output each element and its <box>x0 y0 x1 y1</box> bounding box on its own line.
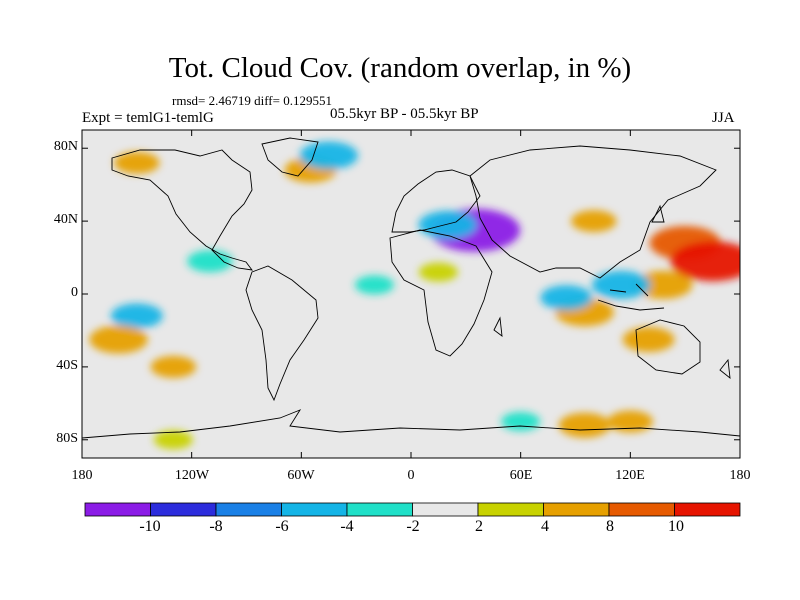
anomaly-blob <box>570 210 617 233</box>
colorbar <box>84 502 741 517</box>
colorbar-segment <box>215 502 282 517</box>
lon-label: 0 <box>407 468 415 483</box>
anomaly-blob <box>558 412 611 438</box>
anomaly-field <box>89 141 740 450</box>
colorbar-segment <box>150 502 217 517</box>
anomaly-blob <box>501 412 541 432</box>
lon-label: 60E <box>509 468 533 483</box>
lon-label: 120W <box>174 468 210 483</box>
lon-label: 180 <box>729 468 751 483</box>
coast-asia <box>469 145 717 279</box>
anomaly-blob <box>187 250 233 273</box>
plot-title: Tot. Cloud Cov. (random overlap, in %) <box>168 52 632 84</box>
colorbar-segment <box>543 502 610 517</box>
coast-australia <box>635 319 701 375</box>
coast-africa <box>389 229 493 357</box>
coast-indonesia <box>597 283 665 311</box>
colorbar-segment <box>84 502 151 517</box>
colorbar-segment <box>608 502 675 517</box>
colorbar-label: -6 <box>275 518 289 535</box>
colorbar-label: 8 <box>606 518 614 535</box>
coast-north-america <box>111 149 254 271</box>
anomaly-blob <box>150 355 197 378</box>
anomaly-blob <box>299 141 358 170</box>
season-label: JJA <box>712 110 735 126</box>
coast-islands <box>493 204 731 380</box>
lat-label: 40S <box>56 358 78 373</box>
colorbar-segment <box>281 502 348 517</box>
stats-label: rmsd= 2.46719 diff= 0.129551 <box>172 93 332 108</box>
lon-label: 120E <box>615 468 645 483</box>
colorbar-label: -10 <box>139 518 161 535</box>
experiment-label: Expt = temlG1-temlG <box>82 110 214 126</box>
anomaly-blob <box>153 430 193 450</box>
anomaly-blob <box>114 151 160 174</box>
anomaly-blob <box>418 210 477 239</box>
period-label: 05.5kyr BP - 05.5kyr BP <box>330 106 479 122</box>
anomaly-blob <box>591 270 651 299</box>
anomaly-blob <box>354 275 395 295</box>
coastlines <box>82 137 740 439</box>
colorbar-label: 4 <box>541 518 549 535</box>
lat-label: 40N <box>53 212 78 227</box>
coast-europe <box>391 169 481 233</box>
lat-label: 80S <box>56 431 78 446</box>
anomaly-blob <box>89 325 148 354</box>
colorbar-segment <box>674 502 741 517</box>
anomaly-blob <box>634 270 693 299</box>
colorbar-label: 2 <box>475 518 483 535</box>
colorbar-label: 10 <box>668 518 684 535</box>
coast-south-america <box>245 265 319 402</box>
colorbar-segment <box>346 502 413 517</box>
anomaly-blob <box>418 262 459 282</box>
lat-label: 80N <box>53 139 78 154</box>
anomaly-blob <box>110 303 163 329</box>
lat-label: 0 <box>71 285 78 300</box>
coast-greenland <box>261 137 319 177</box>
lon-label: 180 <box>71 468 93 483</box>
lon-label: 60W <box>287 468 315 483</box>
colorbar-label: -2 <box>406 518 420 535</box>
colorbar-segment <box>412 502 479 517</box>
colorbar-segment <box>477 502 544 517</box>
colorbar-label: -4 <box>340 518 354 535</box>
anomaly-blob <box>670 241 740 282</box>
anomaly-blob <box>540 285 593 311</box>
colorbar-label: -8 <box>209 518 223 535</box>
anomaly-blob <box>622 327 675 353</box>
axis-ticks <box>81 130 741 458</box>
anomaly-blob <box>607 410 654 433</box>
coast-antarctica <box>82 409 740 439</box>
